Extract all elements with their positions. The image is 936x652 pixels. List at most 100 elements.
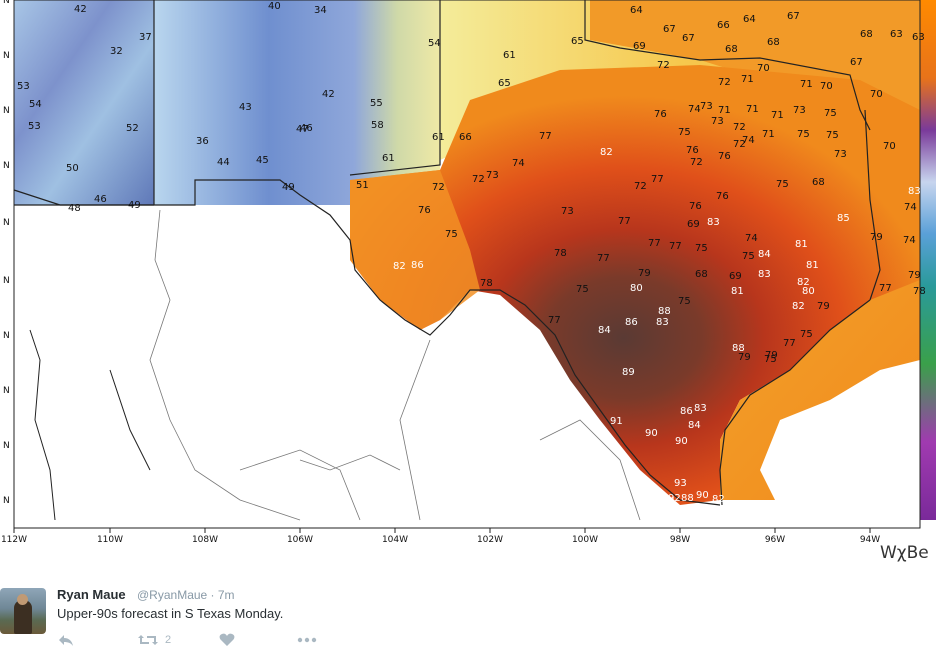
temperature-value: 32 bbox=[110, 46, 123, 57]
temperature-value: 79 bbox=[738, 352, 751, 363]
temperature-value: 79 bbox=[765, 350, 778, 361]
temperature-value: 80 bbox=[630, 283, 643, 294]
temperature-value: 74 bbox=[904, 202, 917, 213]
latitude-labels: N N N N N N N N N N bbox=[3, 0, 10, 506]
arizona-region bbox=[14, 0, 154, 205]
lon-label: 106W bbox=[287, 535, 313, 545]
temperature-value: 82 bbox=[797, 277, 810, 288]
more-button[interactable] bbox=[297, 632, 317, 648]
temperature-value: 92 bbox=[668, 493, 681, 504]
lat-label: N bbox=[3, 106, 10, 116]
temperature-value: 76 bbox=[689, 201, 702, 212]
temperature-value: 82 bbox=[393, 261, 406, 272]
avatar[interactable] bbox=[0, 588, 46, 634]
temperature-value: 93 bbox=[674, 478, 687, 489]
temperature-value: 42 bbox=[322, 89, 335, 100]
temperature-value: 77 bbox=[539, 131, 552, 142]
temperature-value: 75 bbox=[800, 329, 813, 340]
temperature-value: 81 bbox=[731, 286, 744, 297]
temperature-map-svg: 112W 110W 108W 106W 104W 102W 100W 98W 96W 94W NN… bbox=[1, 0, 936, 545]
retweet-icon bbox=[138, 635, 158, 645]
temperature-value: 34 bbox=[314, 5, 327, 16]
color-scale-bar bbox=[920, 0, 936, 520]
temperature-value: 76 bbox=[418, 205, 431, 216]
temperature-value: 45 bbox=[256, 155, 269, 166]
temperature-value: 71 bbox=[718, 105, 731, 116]
user-name[interactable]: Ryan Maue bbox=[57, 587, 126, 602]
temperature-value: 75 bbox=[824, 108, 837, 119]
temperature-value: 79 bbox=[817, 301, 830, 312]
temperature-value: 49 bbox=[128, 200, 141, 211]
lon-label: 100W bbox=[572, 535, 598, 545]
temperature-value: 90 bbox=[675, 436, 688, 447]
reply-button[interactable] bbox=[57, 632, 75, 648]
temperature-value: 58 bbox=[371, 120, 384, 131]
temperature-value: 68 bbox=[812, 177, 825, 188]
temperature-value: 84 bbox=[598, 325, 611, 336]
lon-label: 94W bbox=[860, 535, 880, 545]
temperature-value: 75 bbox=[576, 284, 589, 295]
temperature-value: 76 bbox=[718, 151, 731, 162]
avatar-head bbox=[17, 594, 28, 605]
temperature-value: 73 bbox=[486, 170, 499, 181]
temperature-value: 73 bbox=[561, 206, 574, 217]
temperature-value: 75 bbox=[695, 243, 708, 254]
temperature-value: 81 bbox=[795, 239, 808, 250]
more-icon bbox=[297, 637, 317, 643]
temperature-value: 75 bbox=[764, 354, 777, 365]
temperature-value: 83 bbox=[656, 317, 669, 328]
temperature-value: 55 bbox=[370, 98, 383, 109]
temperature-value: 78 bbox=[913, 286, 926, 297]
lat-label: N bbox=[3, 386, 10, 396]
temperature-value: 67 bbox=[682, 33, 695, 44]
like-button[interactable] bbox=[219, 632, 235, 648]
temperature-value: 46 bbox=[94, 194, 107, 205]
temperature-value: 43 bbox=[239, 102, 252, 113]
temperature-value: 89 bbox=[622, 367, 635, 378]
temperature-value: 65 bbox=[498, 78, 511, 89]
temperature-value: 71 bbox=[746, 104, 759, 115]
lon-label: 102W bbox=[477, 535, 503, 545]
temperature-value: 75 bbox=[445, 229, 458, 240]
lon-label: 110W bbox=[97, 535, 123, 545]
temperature-value: 72 bbox=[472, 174, 485, 185]
temperature-value: 82 bbox=[712, 494, 725, 505]
longitude-labels: 112W 110W 108W 106W 104W 102W 100W 98W 96W 94W bbox=[1, 528, 880, 545]
temperature-value: 83 bbox=[694, 403, 707, 414]
new-mexico-region bbox=[154, 0, 440, 205]
temperature-value: 91 bbox=[610, 416, 623, 427]
lat-label: N bbox=[3, 218, 10, 228]
temperature-value: 50 bbox=[66, 163, 79, 174]
temperature-value: 75 bbox=[776, 179, 789, 190]
brand-logo: WχBe bbox=[880, 543, 929, 563]
texas-coast bbox=[719, 299, 871, 506]
tweet-card[interactable]: Ryan Maue @RyanMaue · 7m Upper-90s forec… bbox=[0, 565, 936, 652]
temperature-value: 66 bbox=[459, 132, 472, 143]
temperature-value: 79 bbox=[870, 232, 883, 243]
temperature-value: 75 bbox=[826, 130, 839, 141]
temperature-value: 61 bbox=[382, 153, 395, 164]
user-handle[interactable]: @RyanMaue · 7m bbox=[137, 588, 235, 602]
lat-label: N bbox=[3, 496, 10, 506]
temperature-value: 79 bbox=[638, 268, 651, 279]
temperature-value: 86 bbox=[411, 260, 424, 271]
lat-label: N bbox=[3, 161, 10, 171]
temperature-value: 72 bbox=[634, 181, 647, 192]
west-texas-region bbox=[350, 170, 480, 330]
temperature-value: 73 bbox=[834, 149, 847, 160]
temperature-value: 78 bbox=[554, 248, 567, 259]
temperature-value: 72 bbox=[690, 157, 703, 168]
temperature-value: 63 bbox=[890, 29, 903, 40]
temperature-value: 42 bbox=[74, 4, 87, 15]
temperature-value: 77 bbox=[879, 283, 892, 294]
temperature-value: 77 bbox=[618, 216, 631, 227]
temperature-value: 68 bbox=[695, 269, 708, 280]
tweet-text: Upper-90s forecast in S Texas Monday. bbox=[57, 606, 284, 621]
temperature-value: 67 bbox=[787, 11, 800, 22]
retweet-button[interactable]: 2 bbox=[137, 632, 171, 648]
temperature-value: 76 bbox=[686, 145, 699, 156]
temperature-value: 37 bbox=[139, 32, 152, 43]
temperature-value: 75 bbox=[678, 127, 691, 138]
temperature-value: 68 bbox=[725, 44, 738, 55]
temperature-value: 72 bbox=[657, 60, 670, 71]
